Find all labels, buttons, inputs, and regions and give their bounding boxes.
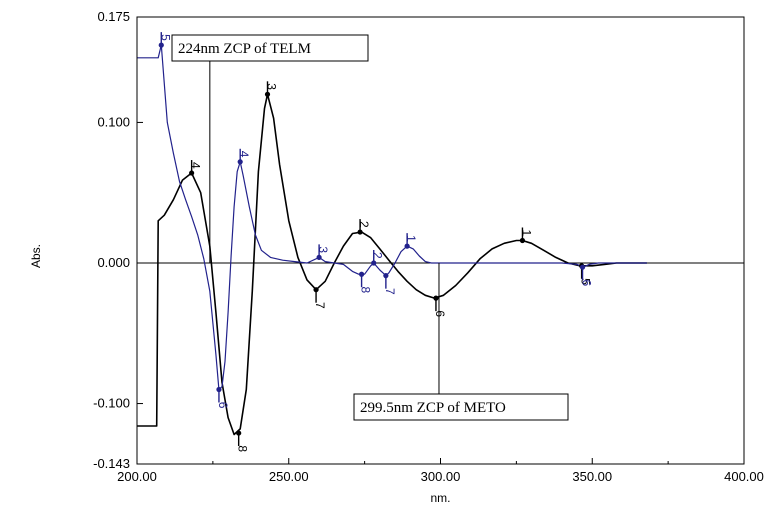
peak-marker-label: 1: [404, 235, 418, 242]
zcp-callout-text: 224nm ZCP of TELM: [178, 41, 311, 57]
peak-marker: 6: [433, 295, 447, 317]
peak-marker-label: 6: [580, 280, 594, 287]
peak-marker-label: 8: [359, 287, 373, 294]
peak-marker-label: 3: [265, 83, 279, 90]
x-tick-label: 250.00: [269, 469, 309, 484]
peak-marker-label: 7: [383, 288, 397, 295]
x-tick-label: 350.00: [572, 469, 612, 484]
peak-marker: 4: [189, 160, 203, 176]
peak-marker: 7: [383, 273, 397, 295]
zcp-annotation: 299.5nm ZCP of METO: [353, 262, 569, 421]
peak-marker-label: 7: [313, 302, 327, 309]
y-axis-label: Abs.: [29, 244, 43, 268]
x-axis-label: nm.: [430, 491, 450, 505]
zcp-callout-text: 299.5nm ZCP of METO: [360, 400, 506, 416]
peak-marker-label: 5: [579, 278, 593, 285]
x-axis-ticks: 200.00 250.00 300.00 350.00 400.00: [117, 458, 764, 484]
peak-marker-dot: [158, 42, 164, 48]
peak-marker: 3: [316, 244, 330, 260]
peak-marker: 8: [359, 271, 373, 294]
peak-marker-label: 6: [216, 402, 230, 409]
peak-marker: 1: [404, 233, 418, 249]
y-tick-label: 0.100: [97, 114, 130, 129]
peak-marker: 3: [265, 81, 279, 97]
peak-marker-label: 5: [158, 34, 172, 41]
peak-marker-label: 8: [236, 445, 250, 452]
peak-marker-label: 2: [371, 252, 385, 259]
zcp-callout-box: [171, 34, 369, 62]
peak-marker: 6: [580, 264, 594, 287]
y-tick-label: 0.000: [97, 255, 130, 270]
zcp-annotation: 224nm ZCP of TELM: [171, 34, 369, 263]
series-2-line: [137, 44, 647, 391]
peak-marker: 2: [357, 219, 371, 235]
peak-marker-label: 4: [237, 151, 251, 158]
annotation-layer: 224nm ZCP of TELM 299.5nm ZCP of METO: [171, 34, 569, 421]
peak-marker-label: 3: [316, 246, 330, 253]
peak-marker: 1: [519, 227, 533, 244]
peak-marker: 6: [216, 386, 230, 409]
x-tick-label: 300.00: [421, 469, 461, 484]
peak-marker: 4: [237, 148, 251, 165]
peak-marker-label: 6: [433, 310, 447, 317]
y-axis-ticks: 0.175 0.100 0.000 -0.100 -0.143: [93, 9, 143, 471]
peak-marker-label: 2: [357, 221, 371, 228]
zcp-callout-box: [353, 393, 569, 421]
peak-marker: 5: [158, 32, 172, 48]
peak-marker: 2: [371, 249, 385, 266]
y-tick-label: -0.143: [93, 456, 130, 471]
peak-marker: 8: [236, 430, 250, 452]
series-layer: [137, 44, 647, 436]
x-tick-label: 200.00: [117, 469, 157, 484]
peak-marker: 7: [313, 287, 327, 309]
series-1-line: [137, 93, 647, 436]
y-tick-label: 0.175: [97, 9, 130, 24]
x-tick-label: 400.00: [724, 469, 764, 484]
peak-marker-label: 4: [189, 162, 203, 169]
peak-marker-label: 1: [519, 230, 533, 237]
y-tick-label: -0.100: [93, 396, 130, 411]
